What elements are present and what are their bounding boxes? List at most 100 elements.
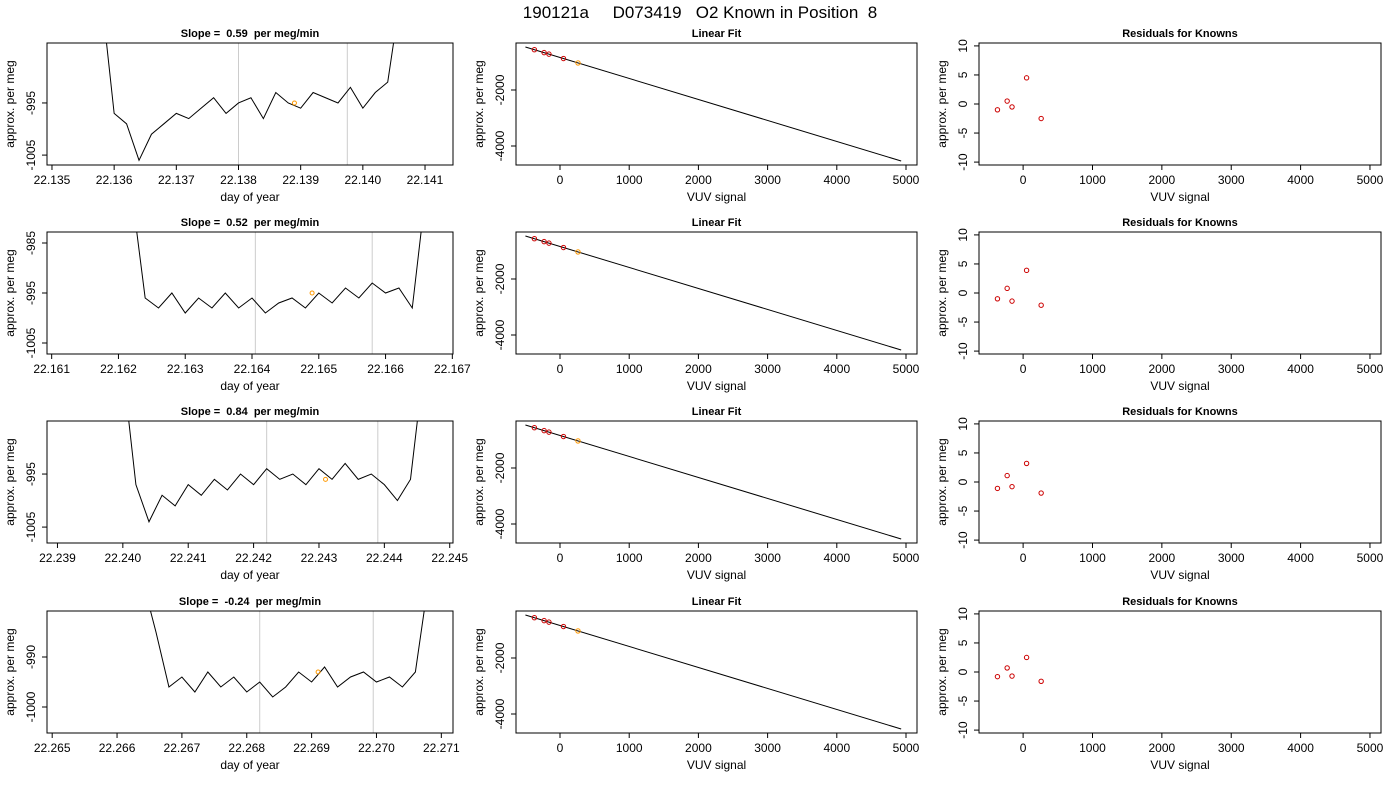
plot-area [149,611,425,733]
x-tick-label: 1000 [1079,551,1106,565]
x-tick-label: 3000 [1218,741,1245,755]
x-tick-label: 22.139 [282,173,319,187]
data-line [149,611,425,698]
y-tick-label: -5 [956,505,970,516]
y-tick-label: -1005 [24,511,38,542]
panel: Linear Fit VUV signal approx. per meg 0 1000… [472,28,920,204]
x-tick-label: 2000 [1149,362,1176,376]
x-tick-label: 22.271 [423,741,460,755]
x-tick-label: 3000 [754,741,781,755]
point [1004,98,1010,104]
y-tick-label: -10 [956,342,970,360]
y-tick-label: -10 [956,153,970,171]
point [575,249,581,255]
point [531,424,538,431]
x-tick-label: 4000 [823,741,850,755]
y-axis-label: approx. per meg [935,628,949,715]
x-tick-label: 22.243 [301,551,338,565]
x-tick-label: 0 [557,741,564,755]
x-tick-label: 0 [1020,173,1027,187]
x-tick-label: 22.270 [358,741,395,755]
x-axis-label: VUV signal [687,190,746,204]
y-tick-label: 5 [956,449,970,456]
x-tick-label: 5000 [893,741,920,755]
y-axis-label: approx. per meg [3,60,17,147]
x-tick-label: 22.162 [100,362,137,376]
y-tick-label: -2000 [493,642,507,673]
x-tick-label: 1000 [616,551,643,565]
x-tick-label: 22.141 [407,173,444,187]
y-axis-label: approx. per meg [472,438,486,525]
point [575,628,581,634]
plot-frame [515,420,918,544]
x-axis-label: day of year [220,568,279,582]
x-axis-label: VUV signal [687,758,746,772]
y-tick-label: -1000 [24,691,38,722]
x-tick-label: 4000 [823,362,850,376]
x-tick-label: 3000 [1218,362,1245,376]
panel: Linear Fit VUV signal approx. per meg 0 1000… [472,406,920,582]
point [575,438,581,444]
x-tick-label: 22.242 [235,551,272,565]
panel-title: Linear Fit [692,596,742,608]
x-tick-label: 4000 [823,551,850,565]
x-axis-label: day of year [220,379,279,393]
y-tick-label: -10 [956,531,970,549]
x-tick-label: 2000 [1149,551,1176,565]
point [1004,665,1010,671]
x-tick-label: 5000 [1357,173,1384,187]
panel: Slope = 0.84 per meg/min day of year appro… [3,406,468,582]
y-tick-label: 5 [956,71,970,78]
x-tick-label: 2000 [685,741,712,755]
panel: Residuals for Knowns VUV signal approx. pe… [935,28,1384,204]
point [541,49,547,56]
point [1038,678,1044,684]
plot-frame [46,610,454,734]
y-tick-label: 0 [956,668,970,675]
x-tick-label: 22.269 [293,741,330,755]
plot-area [994,75,1044,122]
plot-frame [46,42,454,166]
y-tick-label: -1005 [24,327,38,358]
panel: Residuals for Knowns VUV signal approx. pe… [935,406,1384,582]
x-tick-label: 22.166 [367,362,404,376]
point [994,673,1001,680]
x-tick-label: 3000 [1218,173,1245,187]
point [1038,490,1044,496]
point [1009,104,1015,110]
x-tick-label: 1000 [1079,741,1106,755]
plot-area [525,614,902,730]
panel: Linear Fit VUV signal approx. per meg 0 1000… [472,217,920,393]
point [1038,302,1044,308]
plot-frame [515,231,918,355]
plot-frame [978,42,1382,166]
x-tick-label: 5000 [893,362,920,376]
x-tick-label: 0 [557,173,564,187]
y-tick-label: -5 [956,695,970,706]
x-tick-label: 0 [1020,551,1027,565]
x-tick-label: 5000 [1357,551,1384,565]
x-tick-label: 22.240 [104,551,141,565]
point [1009,298,1015,304]
y-axis-label: approx. per meg [472,249,486,336]
y-tick-label: 0 [956,289,970,296]
panel-title: Linear Fit [692,217,742,229]
y-tick-label: -4000 [493,508,507,539]
plot-frame [978,231,1382,355]
point [531,46,538,53]
x-tick-label: 2000 [685,173,712,187]
x-tick-label: 1000 [616,741,643,755]
point [546,429,552,435]
x-tick-label: 2000 [685,551,712,565]
x-tick-label: 0 [1020,362,1027,376]
panel-title: Linear Fit [692,28,742,40]
y-tick-label: 5 [956,639,970,646]
x-axis-label: VUV signal [687,379,746,393]
y-axis-label: approx. per meg [935,249,949,336]
x-tick-label: 3000 [754,551,781,565]
panel-title: Slope = 0.59 per meg/min [181,28,320,40]
x-tick-label: 22.165 [300,362,337,376]
y-axis-label: approx. per meg [3,438,17,525]
highlight-point [323,476,329,482]
plot-area [994,654,1044,684]
